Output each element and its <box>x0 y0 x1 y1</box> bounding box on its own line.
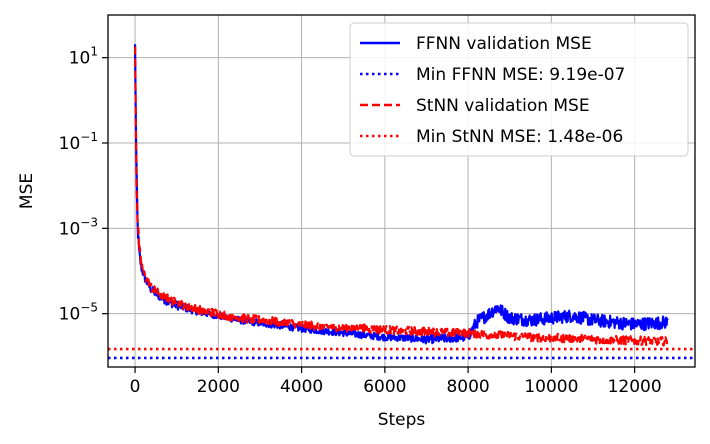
plot-area <box>108 44 695 360</box>
x-tick-label-3: 6000 <box>363 377 406 397</box>
x-tick-label-1: 2000 <box>197 377 240 397</box>
legend-label-1: Min FFNN MSE: 9.19e-07 <box>416 65 625 85</box>
y-tick-label-2: 10−3 <box>59 215 98 239</box>
x-tick-label-5: 10000 <box>524 377 578 397</box>
x-axis-label: Steps <box>378 410 426 430</box>
legend-box <box>349 22 689 157</box>
legend-label-0: FFNN validation MSE <box>416 34 592 54</box>
plot-frame <box>107 14 696 368</box>
legend-label-3: Min StNN MSE: 1.48e-06 <box>416 127 623 147</box>
x-tick-label-4: 8000 <box>446 377 489 397</box>
y-axis-label: MSE <box>17 173 37 209</box>
y-tick-label-3: 10−5 <box>59 301 98 325</box>
x-tick-label-6: 12000 <box>608 377 662 397</box>
legend: FFNN validation MSE Min FFNN MSE: 9.19e-0… <box>349 22 689 157</box>
y-tick-label-1: 10−1 <box>59 130 98 154</box>
x-tick-label-2: 4000 <box>280 377 323 397</box>
axes <box>107 14 696 368</box>
series-line-2 <box>133 46 669 347</box>
ticks: 0 2000 4000 6000 8000 10000 12000 101 10−1 10−3 10… <box>59 45 662 397</box>
y-tick-label-0: 101 <box>69 45 98 69</box>
x-tick-label-0: 0 <box>130 377 141 397</box>
legend-label-2: StNN validation MSE <box>416 96 590 116</box>
